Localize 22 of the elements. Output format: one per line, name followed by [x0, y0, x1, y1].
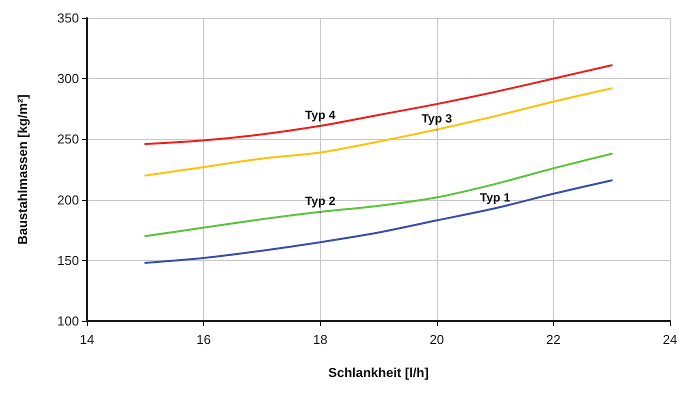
line-series	[144, 64, 613, 146]
line-series	[144, 179, 613, 264]
x-tick-label: 14	[80, 332, 94, 347]
line-series	[144, 87, 613, 177]
y-axis-title: Baustahlmassen [kg/m²]	[15, 94, 30, 245]
y-tick-label: 350	[57, 10, 79, 26]
series-label: Typ 2	[304, 194, 336, 208]
series-label: Typ 4	[304, 108, 336, 122]
line-series	[144, 152, 613, 238]
x-tick-label: 16	[196, 332, 211, 347]
x-tick-label: 24	[662, 332, 678, 347]
y-tick-label: 300	[57, 71, 79, 86]
x-tick-label: 20	[430, 332, 444, 347]
x-tick-label: 18	[312, 332, 328, 347]
series-label: Typ 3	[422, 112, 452, 126]
y-tick-label: 150	[57, 252, 79, 268]
y-tick-label: 250	[57, 132, 79, 147]
x-tick-label: 22	[546, 332, 561, 347]
y-tick-label: 200	[57, 192, 79, 208]
x-axis-title: Schlankheit [l/h]	[328, 365, 429, 380]
y-tick-label: 100	[57, 314, 79, 328]
series-label: Typ 1	[480, 190, 511, 204]
